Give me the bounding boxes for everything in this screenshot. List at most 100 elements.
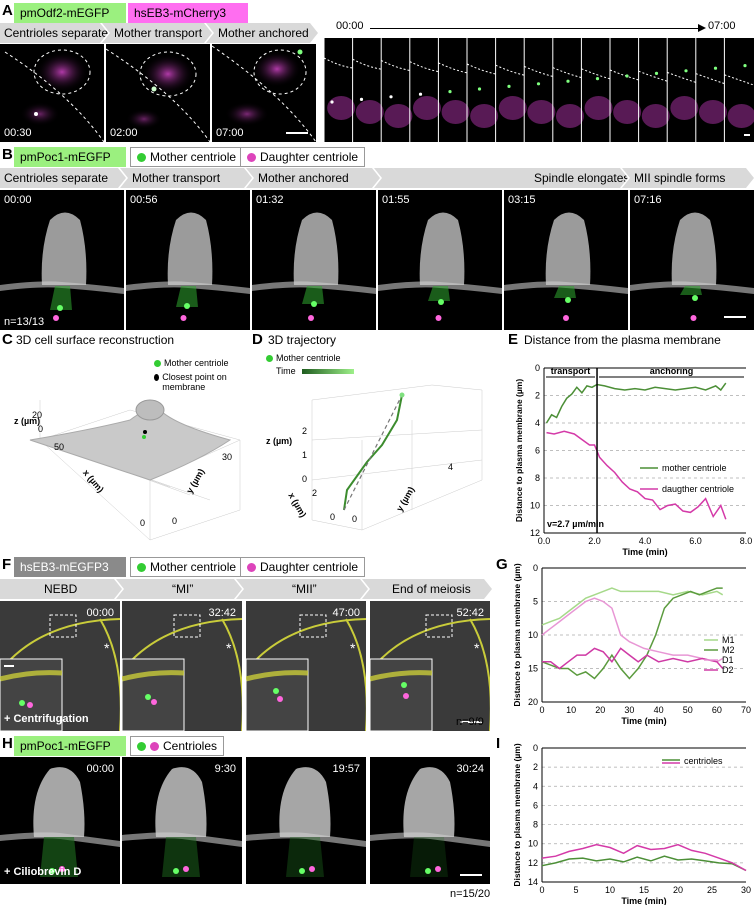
stage-b-2: Mother anchored	[246, 168, 380, 188]
filmstrip-membrane	[352, 58, 382, 70]
treatment-h: + Ciliobrevin D	[4, 866, 82, 878]
daughter-dot-icon	[247, 152, 256, 162]
filmstrip-centriole	[595, 77, 600, 81]
filmstrip-signal	[555, 104, 584, 128]
image-b-1: 00:56	[126, 190, 250, 330]
scale-bar-f	[460, 721, 482, 723]
stage-f-3: End of meiosis	[362, 579, 492, 599]
xtick-d-1: 0	[330, 512, 336, 522]
legend-label: daugther centriole	[662, 484, 734, 494]
mother-dot-icon	[137, 562, 146, 572]
filmstrip-centriole	[684, 69, 688, 73]
timestamp-a-1: 02:00	[110, 127, 138, 139]
image-b-2: 01:32	[252, 190, 376, 330]
panel-label-a: A	[2, 2, 13, 19]
timestamp-b-5: 07:16	[634, 194, 662, 206]
ztick-c-1: 0	[38, 424, 44, 434]
timestamp-a-2: 07:00	[216, 127, 244, 139]
panel-label-f: F	[2, 556, 12, 573]
panel-label-i: I	[496, 735, 501, 752]
legend-label: D1	[722, 655, 734, 665]
filmstrip-centriole	[418, 92, 423, 96]
title-e: Distance from the plasma membrane	[524, 333, 721, 347]
legend-label: M1	[722, 635, 735, 645]
scale-bar-h	[460, 874, 482, 876]
y-tick-label: 6	[535, 446, 540, 456]
filmstrip-membrane	[581, 68, 611, 80]
stage-b-3: Spindle elongates	[374, 168, 628, 188]
filmstrip-signal	[355, 100, 384, 124]
legend-c-closest: Closest point on membrane	[154, 372, 244, 392]
pink-dot-icon	[150, 741, 159, 751]
x-tick-label: 70	[741, 705, 751, 715]
x-tick-label: 20	[595, 705, 605, 715]
daughter-dot-icon	[247, 562, 256, 572]
filmstrip-signal	[670, 96, 699, 120]
ztick-d-2: 0	[302, 474, 308, 484]
stage-f-2: “MII”	[236, 579, 368, 599]
stage-b-4: MII spindle forms	[622, 168, 754, 188]
ytick-c-1: 0	[172, 516, 178, 526]
panel-label-b: B	[2, 146, 13, 163]
x-tick-label: 8.0	[740, 536, 753, 546]
zlabel-d: z (µm)	[266, 436, 293, 446]
chart-e: 0 2 4 6 8 10 120.0 2.0 4.0 6.0 8.0 Time (min) Distan…	[514, 363, 753, 557]
y-tick-label: 10	[528, 630, 538, 640]
filmstrip-centriole	[448, 90, 452, 94]
series-line-3	[542, 647, 724, 670]
filmstrip-frame	[695, 38, 727, 142]
x-tick-label: 60	[712, 705, 722, 715]
timestamp-f-1: 32:42	[208, 607, 236, 619]
time-gradient-bar	[302, 369, 354, 374]
x-axis-label: Time (min)	[622, 547, 667, 557]
x-axis-label: Time (min)	[621, 716, 666, 726]
filmstrip-centriole	[625, 74, 629, 78]
n-count-h: n=15/20	[450, 888, 491, 900]
timestamp-h-1: 9:30	[214, 763, 236, 775]
stage-b-0: Centrioles separate	[0, 168, 126, 188]
timestamp-b-0: 00:00	[4, 194, 32, 206]
filmstrip-membrane	[380, 59, 410, 71]
timestamp-f-2: 47:00	[332, 607, 360, 619]
filmstrip-signal	[727, 104, 754, 128]
filmstrip-membrane	[552, 67, 582, 79]
y-tick-label: 4	[533, 781, 538, 791]
y-tick-label: 12	[530, 528, 540, 538]
filmstrip-signal	[584, 96, 613, 120]
filmstrip-membrane	[324, 57, 353, 69]
legend-daughter-b: Daughter centriole	[240, 147, 366, 167]
y-tick-label: 12	[528, 858, 538, 868]
x-axis-label: Time (min)	[621, 896, 666, 905]
title-c: 3D cell surface reconstruction	[16, 333, 175, 347]
timestamp-f-0: 00:00	[86, 607, 114, 619]
filmstrip-membrane	[638, 70, 668, 82]
x-tick-label: 6.0	[689, 536, 702, 546]
legend-mother-b: Mother centriole	[130, 147, 244, 167]
image-f-1: * 32:42	[122, 601, 242, 731]
xtick-c-0: 50	[54, 442, 65, 452]
legend-d-mother-label: Mother centriole	[276, 353, 341, 363]
legend-c-mother: Mother centriole	[154, 358, 229, 368]
series-line-0	[545, 382, 727, 424]
y-tick-label: 6	[533, 800, 538, 810]
x-tick-label: 0.0	[538, 536, 551, 546]
green-dot-icon	[137, 741, 146, 751]
filmstrip-frame	[437, 38, 470, 142]
scale-bar-f-inset	[4, 665, 14, 667]
panel-label-c: C	[2, 331, 13, 348]
time-arrow	[370, 28, 700, 29]
timestamp-f-3: 52:42	[456, 607, 484, 619]
y-tick-label: 10	[530, 501, 540, 511]
chip-pmpoc1-h: pmPoc1-mEGFP	[14, 736, 126, 756]
stage-a-0: Centrioles separate	[0, 23, 108, 43]
image-f-3: * 52:42	[370, 601, 490, 731]
y-tick-label: 15	[528, 664, 538, 674]
filmstrip-frame	[609, 38, 642, 142]
x-tick-label: 5	[573, 885, 578, 895]
legend-centrioles-h-label: Centrioles	[163, 739, 218, 753]
transport-label: transport	[551, 366, 591, 376]
asterisk: *	[104, 640, 110, 656]
filmstrip-centriole	[359, 97, 364, 101]
